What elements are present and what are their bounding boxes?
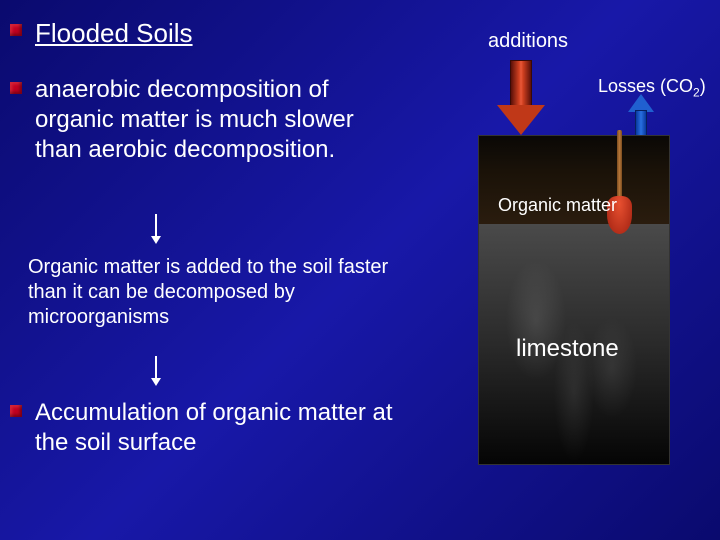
label-additions: additions: [488, 30, 568, 53]
slide-title: Flooded Soils: [35, 18, 193, 49]
losses-text-prefix: Losses (CO: [598, 76, 693, 96]
bullet-icon: [10, 405, 22, 417]
slide: Flooded Soils anaerobic decomposition of…: [0, 0, 720, 540]
losses-text-suffix: ): [700, 76, 706, 96]
losses-subscript: 2: [693, 86, 700, 100]
label-limestone: limestone: [516, 335, 619, 363]
bullet-icon: [10, 24, 22, 36]
flow-arrow-icon: [155, 214, 157, 238]
paragraph-3: Accumulation of organic matter at the so…: [35, 398, 395, 458]
bullet-icon: [10, 82, 22, 94]
soil-profile-image: [478, 135, 670, 465]
flow-arrow-icon: [155, 356, 157, 380]
additions-arrow-icon: [510, 60, 532, 106]
shovel-icon: [617, 130, 622, 202]
label-organic-matter: Organic matter: [498, 195, 617, 216]
paragraph-1: anaerobic decomposition of organic matte…: [35, 75, 395, 165]
paragraph-2: Organic matter is added to the soil fast…: [28, 255, 398, 330]
